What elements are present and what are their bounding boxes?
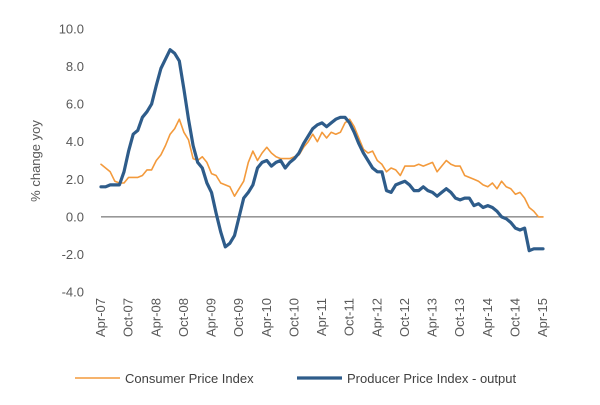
series-line-producer-price-index-output (99, 48, 545, 253)
x-tick-label: Oct-12 (397, 298, 412, 337)
x-tick-label: Apr-08 (148, 298, 163, 337)
y-tick-label: -4.0 (62, 285, 84, 300)
series-line-consumer-price-index (100, 118, 544, 218)
x-tick-label: Oct-08 (176, 298, 191, 337)
legend-label-producer-price-index: Producer Price Index - output (347, 371, 516, 386)
x-tick-label: Oct-07 (121, 298, 136, 337)
x-axis-ticks: Apr-07 Oct-07 Apr-08 Oct-08 Apr-09 Oct-09 Apr-… (93, 298, 550, 337)
y-tick-label: 2.0 (66, 172, 84, 187)
x-tick-label: Oct-09 (231, 298, 246, 337)
x-tick-label: Oct-13 (452, 298, 467, 337)
x-tick-label: Apr-14 (480, 298, 495, 337)
legend: Consumer Price Index Producer Price Inde… (75, 371, 516, 386)
x-tick-label: Apr-12 (369, 298, 384, 337)
x-tick-label: Oct-14 (507, 298, 522, 337)
y-tick-label: 6.0 (66, 97, 84, 112)
x-tick-label: Oct-11 (342, 298, 357, 336)
y-axis-ticks: 10.0 8.0 6.0 4.0 2.0 0.0 -2.0 -4.0 (59, 22, 84, 300)
y-tick-label: 10.0 (59, 22, 84, 37)
y-tick-label: 8.0 (66, 59, 84, 74)
x-tick-label: Apr-10 (259, 298, 274, 337)
series-layer (99, 48, 545, 253)
legend-label-consumer-price-index: Consumer Price Index (125, 371, 254, 386)
x-tick-label: Apr-07 (93, 298, 108, 337)
y-axis-title: % change yoy (28, 120, 43, 202)
x-tick-label: Oct-10 (286, 298, 301, 337)
y-tick-label: -2.0 (62, 247, 84, 262)
x-tick-label: Apr-15 (535, 298, 550, 337)
y-tick-label: 4.0 (66, 134, 84, 149)
x-tick-label: Apr-09 (204, 298, 219, 337)
y-tick-label: 0.0 (66, 209, 84, 224)
x-tick-label: Apr-13 (425, 298, 440, 337)
x-tick-label: Apr-11 (314, 298, 329, 336)
